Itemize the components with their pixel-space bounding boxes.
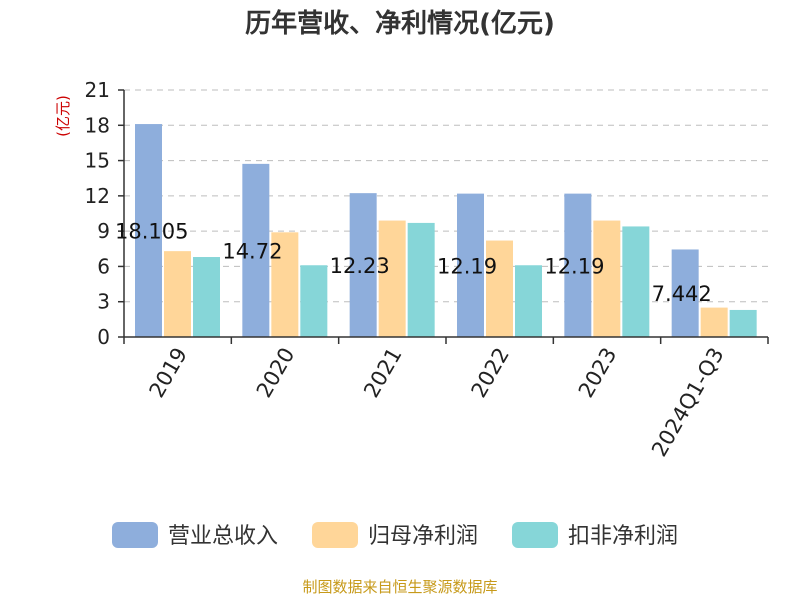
gridlines xyxy=(124,89,768,303)
x-category-label: 2023 xyxy=(574,344,622,402)
bar-series-0-2019 xyxy=(135,124,162,337)
bar-value-label: 12.19 xyxy=(544,254,604,278)
y-tick-label: 0 xyxy=(97,325,110,349)
data-labels: 18.105 14.72 12.23 12.19 12.19 7.442 xyxy=(115,220,712,307)
bar-value-label: 18.105 xyxy=(115,220,188,244)
legend-item: 归母净利润 xyxy=(312,522,478,549)
bar-series-1-2019 xyxy=(164,251,191,337)
bar-series-1-2020 xyxy=(271,232,299,337)
bar-series-1-2021 xyxy=(378,220,406,337)
bar-series-1-2023 xyxy=(593,220,621,337)
legend-item: 扣非净利润 xyxy=(512,522,678,549)
bar-series-2-2020 xyxy=(300,265,328,337)
bar-series-0-2020 xyxy=(242,163,270,337)
bar-series-2-2023 xyxy=(622,226,650,337)
legend-item: 营业总收入 xyxy=(112,522,278,549)
bar-series-1-2024Q1-Q3 xyxy=(700,307,728,337)
y-tick-label: 15 xyxy=(85,149,110,173)
bar-value-label: 7.442 xyxy=(652,282,712,306)
legend-label: 归母净利润 xyxy=(368,524,478,549)
bar-series-2-2024Q1-Q3 xyxy=(729,309,757,337)
source-note: 制图数据来自恒生聚源数据库 xyxy=(302,578,497,596)
legend-label: 扣非净利润 xyxy=(568,524,678,549)
bar-series-2-2019 xyxy=(193,257,220,337)
bar-series-0-2021 xyxy=(349,193,377,337)
bar-series-1-2022 xyxy=(486,240,513,337)
bars xyxy=(135,124,757,337)
y-tick-label: 18 xyxy=(85,113,110,137)
y-tick-label: 21 xyxy=(85,78,110,102)
legend-label: 营业总收入 xyxy=(168,524,278,549)
y-tick-label: 6 xyxy=(97,254,110,278)
bar-series-0-2023 xyxy=(564,193,592,337)
bar-series-0-2024Q1-Q3 xyxy=(671,249,699,337)
y-axis-unit-label: (亿元) xyxy=(54,95,72,137)
y-tick-label: 3 xyxy=(97,290,110,314)
bar-series-0-2022 xyxy=(457,193,484,337)
y-tick-label: 9 xyxy=(97,219,110,243)
legend-swatch xyxy=(512,522,558,548)
legend-swatch xyxy=(312,522,358,548)
bar-series-2-2022 xyxy=(515,265,542,337)
bar-series-2-2021 xyxy=(407,222,435,337)
y-tick-label: 12 xyxy=(85,184,110,208)
x-category-label: 2021 xyxy=(359,344,407,402)
chart-title: 历年营收、净利情况(亿元) xyxy=(245,8,555,39)
bar-value-label: 12.23 xyxy=(330,254,390,278)
bar-value-label: 14.72 xyxy=(222,239,282,263)
x-category-label: 2020 xyxy=(252,344,300,402)
legend: 营业总收入 归母净利润 扣非净利润 xyxy=(112,522,678,549)
x-category-label: 2024Q1-Q3 xyxy=(647,344,729,461)
x-category-label: 2022 xyxy=(466,344,514,402)
legend-swatch xyxy=(112,522,158,548)
bar-value-label: 12.19 xyxy=(437,254,497,278)
x-category-label: 2019 xyxy=(144,344,192,402)
